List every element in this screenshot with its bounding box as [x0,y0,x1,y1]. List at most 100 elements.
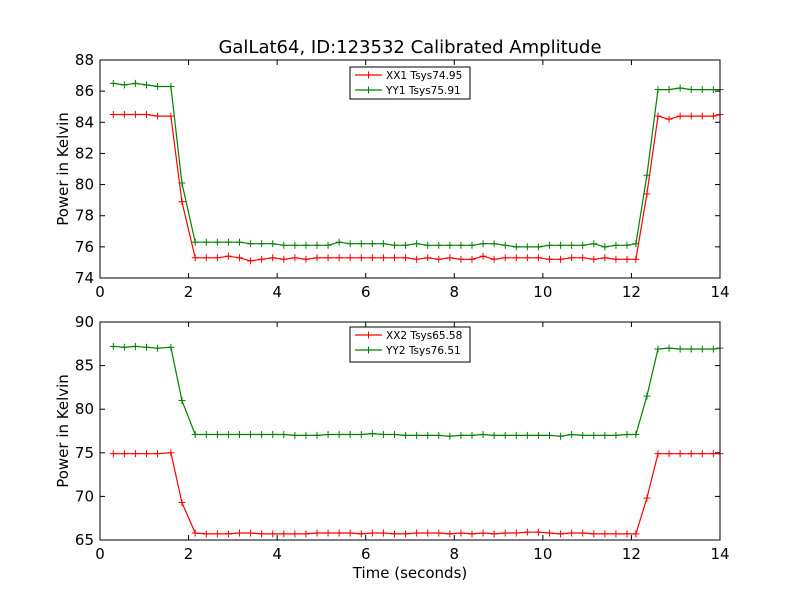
legend-label: XX1 Tsys74.95 [386,70,462,82]
top-panel-frame [99,59,721,279]
data-point [534,254,542,262]
data-point [391,241,398,249]
data-point [357,254,365,262]
data-point [346,529,354,537]
data-point [178,396,186,404]
data-point [224,530,232,538]
x-tick-label: 14 [710,283,729,301]
data-point [335,254,343,262]
data-point [512,431,520,439]
data-point [557,241,565,249]
data-point [291,241,299,249]
data-point [379,430,387,438]
y-tick-label: 65 [75,531,94,549]
data-point [391,254,398,262]
data-point [687,86,695,94]
y-tick-label: 75 [75,444,94,462]
data-point [643,494,651,502]
data-point [709,345,717,353]
x-tick-label: 6 [361,283,371,301]
bottom-panel-xlabel: Time (seconds) [352,564,468,582]
data-point [202,254,210,262]
data-point [109,79,117,87]
x-tick-label: 12 [622,283,641,301]
data-point [654,112,662,120]
y-tick-label: 86 [75,82,94,100]
x-tick-label: 2 [184,283,194,301]
data-point [446,530,454,538]
x-tick-label: 10 [533,283,552,301]
data-point [523,528,531,536]
data-point [324,529,332,537]
data-point [457,529,465,537]
top-panel-ylabel: Power in Kelvin [54,112,72,226]
data-point [490,240,498,248]
data-point [643,392,651,400]
data-point [167,449,175,457]
data-point [368,430,376,438]
data-point [324,254,332,262]
data-point [391,430,398,438]
data-point [236,238,243,246]
data-point [623,430,631,438]
data-point [709,86,717,94]
data-point [632,430,640,438]
data-point [368,529,376,537]
data-point [579,254,587,262]
data-point [269,430,277,438]
data-point [368,254,376,262]
data-point [379,529,387,537]
data-point [131,79,139,87]
data-point [313,431,321,439]
data-point [154,82,162,90]
data-point [224,238,232,246]
data-point [698,450,706,458]
data-point [612,530,620,538]
data-point [120,111,128,118]
data-point [601,243,609,251]
data-point [709,450,717,458]
data-point [335,529,343,537]
x-tick-label: 4 [272,283,282,301]
data-point [269,254,277,262]
data-point [247,240,255,248]
data-point [280,255,288,263]
data-point [202,430,210,438]
data-point [546,255,553,263]
legend-item: XX2 Tsys65.58 [355,330,462,342]
data-point [258,430,266,438]
data-point [612,241,620,249]
data-point [302,241,310,249]
data-point [623,255,631,263]
data-point [435,529,443,537]
x-tick-label: 6 [361,545,371,563]
data-point [512,243,520,251]
data-point [435,431,443,439]
y-tick-label: 90 [75,313,94,331]
data-point [247,430,255,438]
data-point [143,343,150,351]
data-point [501,529,509,537]
data-point [457,431,465,439]
data-point [213,530,221,538]
data-point [632,240,640,248]
data-point [413,431,421,439]
data-point [479,252,487,260]
data-point [676,450,684,458]
data-point [258,530,266,538]
data-point [665,115,673,123]
chart-title: GalLat64, ID:123532 Calibrated Amplitude [218,37,601,58]
data-point [236,529,243,537]
data-point [413,240,421,248]
data-point [557,255,565,263]
x-tick-label: 0 [95,283,105,301]
legend-label: YY1 Tsys75.91 [385,85,461,97]
data-point [402,431,410,439]
data-point [709,112,717,120]
data-point [579,529,587,537]
data-point [579,431,587,439]
data-point [109,450,117,458]
data-point [479,529,487,537]
data-point [109,342,117,350]
